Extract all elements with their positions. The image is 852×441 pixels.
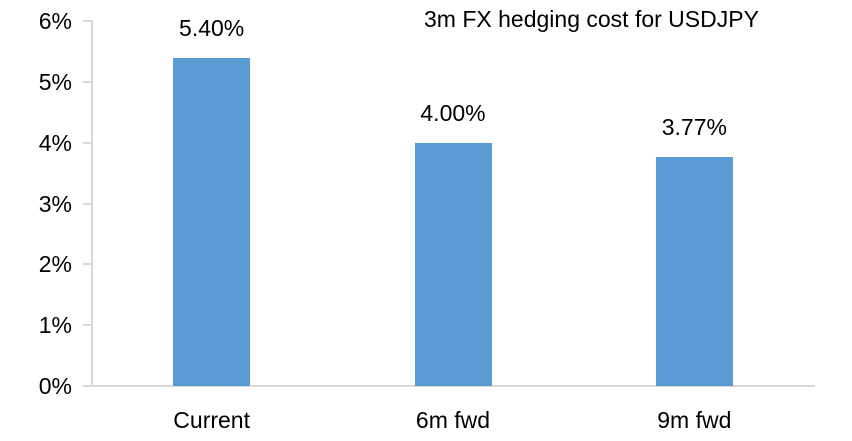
y-tick-label: 5% (38, 68, 72, 95)
y-tick (83, 80, 91, 83)
y-tick (83, 324, 91, 327)
x-axis-line (91, 385, 815, 387)
y-tick (83, 202, 91, 205)
y-tick-label: 0% (38, 373, 72, 399)
y-tick-label: 3% (38, 190, 72, 217)
bar-value-label: 5.40% (179, 14, 245, 41)
x-category-label: 9m fwd (657, 407, 732, 433)
bar-value-label: 3.77% (661, 113, 727, 140)
y-tick-label: 1% (38, 312, 72, 339)
bar (414, 142, 492, 386)
y-tick (83, 385, 91, 387)
y-axis-line (91, 20, 93, 387)
bar-value-label: 4.00% (420, 99, 486, 126)
y-tick-label: 2% (38, 251, 72, 278)
bar (655, 156, 733, 386)
bar (173, 57, 251, 386)
y-tick-label: 4% (38, 129, 72, 156)
x-category-label: Current (173, 407, 250, 433)
y-tick-label: 6% (38, 8, 72, 34)
y-tick (83, 141, 91, 144)
x-category-label: 6m fwd (415, 407, 491, 433)
y-tick (83, 263, 91, 266)
y-tick (83, 20, 91, 22)
chart-title: 3m FX hedging cost for USDJPY (424, 6, 759, 32)
